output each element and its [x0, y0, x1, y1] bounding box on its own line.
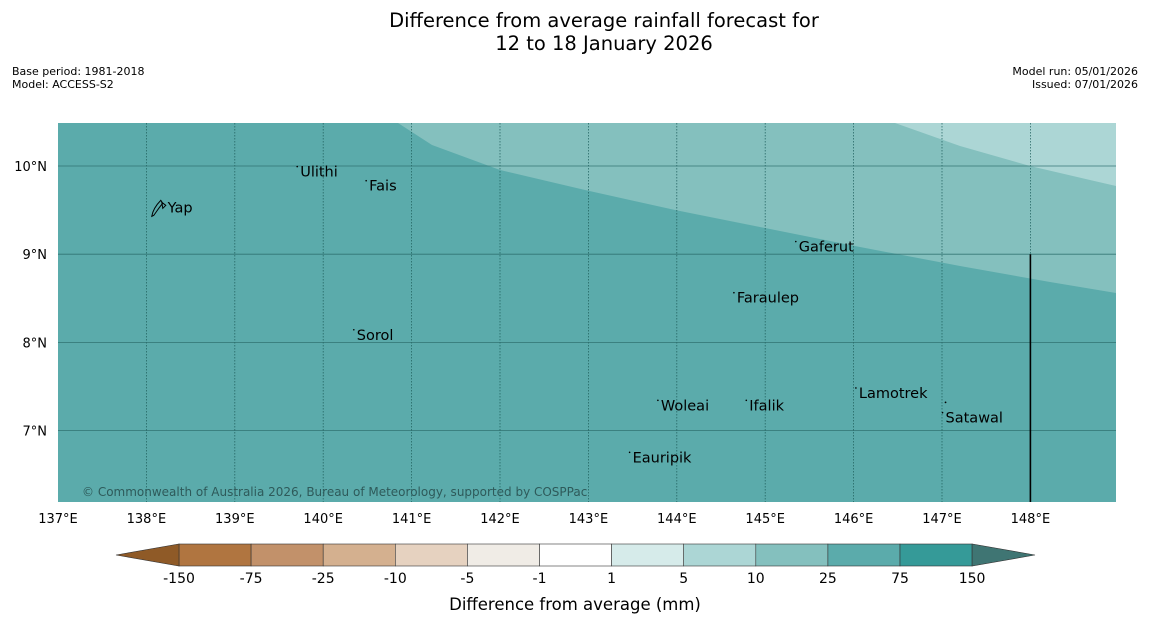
island-dot	[733, 291, 735, 294]
colorbar-tick-label: 150	[959, 571, 986, 587]
longitude-label: 140°E	[303, 512, 343, 527]
band-5-10mm	[895, 123, 1116, 186]
colorbar-segment	[611, 543, 684, 567]
island-dot	[657, 399, 659, 402]
colorbar-tick-label: -25	[312, 571, 335, 587]
colorbar-tick-label: -75	[240, 571, 263, 587]
colorbar-tick-label: 1	[607, 571, 616, 587]
place-label-lamotrek: Lamotrek	[859, 386, 928, 402]
colorbar-tick-label: 75	[891, 571, 909, 587]
colorbar-tick-label: 5	[679, 571, 688, 587]
longitude-label: 146°E	[834, 512, 874, 527]
longitude-label: 147°E	[922, 512, 962, 527]
colorbar-tick-label: -10	[384, 571, 407, 587]
place-label-eauripik: Eauripik	[633, 450, 692, 466]
longitude-label: 142°E	[480, 512, 520, 527]
colorbar-segment	[755, 543, 829, 567]
colorbar-min-arrow	[115, 543, 180, 567]
island-dot	[855, 387, 857, 389]
longitude-label: 139°E	[215, 512, 255, 527]
map-title-line2: 12 to 18 January 2026	[495, 32, 713, 55]
band-10-25mm	[398, 123, 1116, 293]
island-dot	[745, 399, 748, 402]
colorbar-segment	[683, 543, 757, 567]
map-area: Yap Ulithi Fais Gaferut Faraulep Sorol Lamotre…	[14, 123, 1116, 527]
longitude-label: 145°E	[745, 512, 785, 527]
yap-island-outline	[151, 199, 167, 218]
colorbar-max-arrow	[971, 543, 1036, 567]
longitude-label: 143°E	[569, 512, 609, 527]
colorbar-label: Difference from average (mm)	[449, 595, 701, 614]
latitude-label: 7°N	[23, 425, 48, 440]
colorbar-segment	[827, 543, 901, 567]
island-dot	[352, 328, 355, 331]
island-dot	[365, 179, 367, 182]
place-label-gaferut: Gaferut	[799, 240, 854, 256]
colorbar-tick-label: -1	[533, 571, 547, 587]
colorbar-tick-label: 10	[747, 571, 765, 587]
longitude-label: 141°E	[392, 512, 432, 527]
colorbar-tick-label: -150	[163, 571, 195, 587]
latitude-label: 9°N	[23, 248, 48, 263]
copyright-text: © Commonwealth of Australia 2026, Bureau…	[82, 485, 587, 499]
longitude-label: 137°E	[38, 512, 78, 527]
island-dot	[794, 240, 797, 243]
colorbar-segment	[899, 543, 973, 567]
island-dot	[941, 411, 944, 414]
place-label-yap: Yap	[167, 201, 193, 217]
model-run-text: Model run: 05/01/2026	[1012, 65, 1138, 78]
colorbar-segment	[322, 543, 396, 567]
colorbar-segment	[178, 543, 252, 567]
place-label-ifalik: Ifalik	[749, 398, 784, 414]
map-title-line1: Difference from average rainfall forecas…	[389, 9, 819, 32]
place-label-satawal: Satawal	[946, 411, 1003, 427]
colorbar-segment	[539, 543, 612, 567]
place-label-faraulep: Faraulep	[737, 291, 799, 307]
latitude-label: 10°N	[14, 160, 47, 175]
meta-left: Base period: 1981-2018 Model: ACCESS-S2	[12, 65, 144, 91]
longitude-label: 138°E	[127, 512, 167, 527]
longitude-label: 148°E	[1011, 512, 1051, 527]
colorbar-segment	[250, 543, 324, 567]
issued-text: Issued: 07/01/2026	[1031, 78, 1138, 91]
colorbar-tick-label: 25	[819, 571, 837, 587]
colorbar-segment	[467, 543, 540, 567]
map-inner: Yap Ulithi Fais Gaferut Faraulep Sorol Lamotre…	[58, 123, 1116, 502]
base-period-text: Base period: 1981-2018	[12, 65, 145, 78]
map-title: Difference from average rainfall forecas…	[0, 9, 1150, 55]
longitude-label: 144°E	[657, 512, 697, 527]
islet-dot	[944, 401, 947, 404]
model-text: Model: ACCESS-S2	[12, 78, 114, 91]
colorbar-segment	[394, 543, 468, 567]
place-label-woleai: Woleai	[661, 398, 709, 414]
place-label-sorol: Sorol	[357, 328, 394, 344]
place-label-fais: Fais	[369, 179, 396, 195]
colorbar: -150 -75 -25 -10 -5 -1 1 5 10 25 75 150 Difference f…	[115, 543, 1036, 614]
colorbar-tick-label: -5	[460, 571, 474, 587]
place-label-ulithi: Ulithi	[300, 165, 338, 181]
island-dot	[296, 165, 299, 168]
latitude-label: 8°N	[23, 336, 48, 351]
meta-right: Model run: 05/01/2026 Issued: 07/01/2026	[1012, 65, 1138, 91]
island-dot	[628, 451, 631, 454]
